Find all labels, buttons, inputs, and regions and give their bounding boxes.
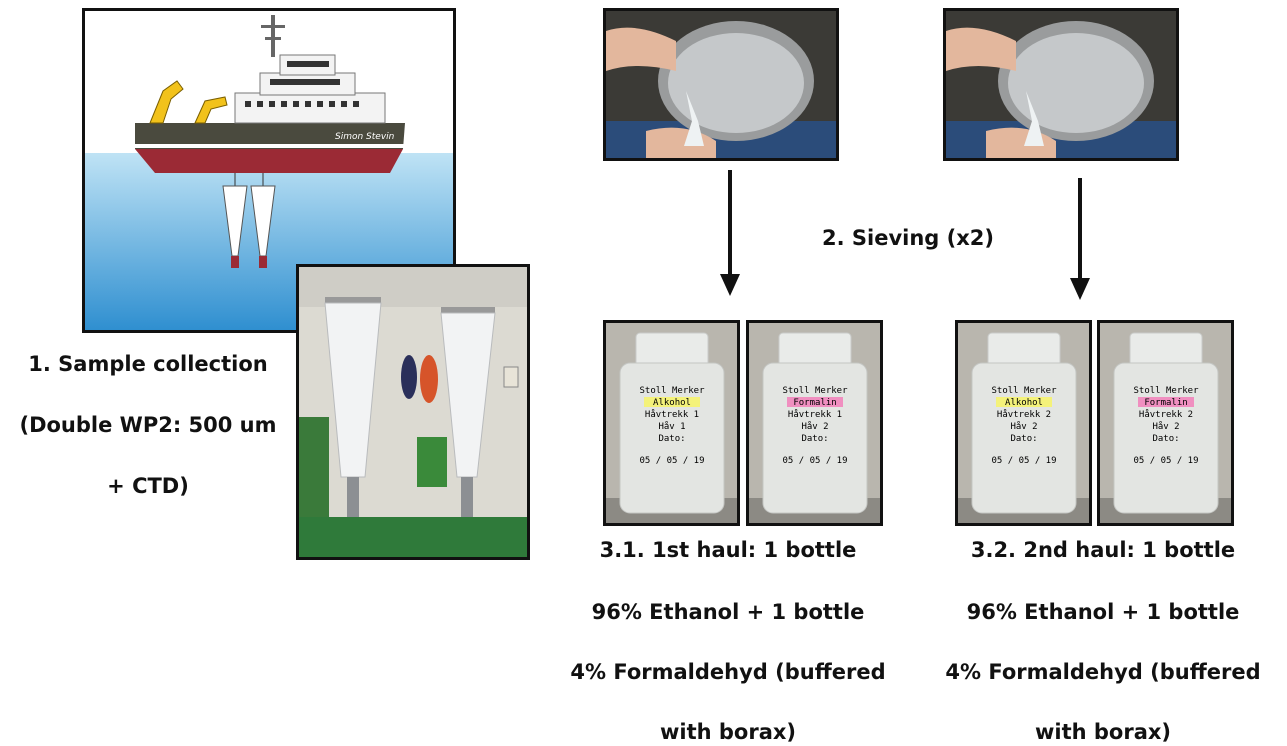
bottle-4-line-1: Stoll Merker <box>1133 386 1199 396</box>
step3-1-line-4: with borax) <box>659 720 797 744</box>
bottle-svg-2: Stoll Merker Formalin Håvtrekk 1 Håv 2 D… <box>749 323 880 523</box>
nets-svg <box>299 267 527 557</box>
sieve-svg-left <box>606 11 836 158</box>
ship-hull <box>135 149 403 173</box>
bottle-1-line-3: Håvtrekk 1 <box>645 409 699 420</box>
bottle-1-line-1: Stoll Merker <box>639 386 705 396</box>
bottle-2-line-1: Stoll Merker <box>782 386 848 396</box>
bottle-4-line-5: Dato: <box>1152 434 1179 444</box>
bottle-1-line-5: Dato: <box>658 434 685 444</box>
green-floor <box>299 517 527 557</box>
step3-1-line-2: 96% Ethanol + 1 bottle <box>591 600 865 624</box>
bottle-4-line-3: Håvtrekk 2 <box>1139 409 1193 420</box>
step3-2-line-2: 96% Ethanol + 1 bottle <box>966 600 1240 624</box>
bottle-2-line-6: 05 / 05 / 19 <box>782 456 847 466</box>
bottle-1-line-4: Håv 1 <box>658 421 685 432</box>
bottle-3-line-4: Håv 2 <box>1010 421 1037 432</box>
step3-2-line-4: with borax) <box>1034 720 1172 744</box>
bottle-3-line-5: Dato: <box>1010 434 1037 444</box>
step3-1-line-1: 3.1. 1st haul: 1 bottle <box>599 538 857 562</box>
ship-svg: Simon Stevin <box>85 11 453 330</box>
bottle-1-line-6: 05 / 05 / 19 <box>639 456 704 466</box>
bottle-2-line-5: Dato: <box>801 434 828 444</box>
bottle-3-line-3: Håvtrekk 2 <box>997 409 1051 420</box>
sieve-photo-right <box>943 8 1179 161</box>
step3-1-line-3: 4% Formaldehyd (buffered <box>570 660 886 684</box>
bottle-2-line-2: Formalin <box>793 398 836 408</box>
bottle-4-line-6: 05 / 05 / 19 <box>1133 456 1198 466</box>
sieve-photo-left <box>603 8 839 161</box>
bottle-photo-1: Stoll Merker Alkohol Håvtrekk 1 Håv 1 Da… <box>603 320 740 526</box>
step1-line-2: (Double WP2: 500 um <box>19 413 277 437</box>
bottle-svg-1: Stoll Merker Alkohol Håvtrekk 1 Håv 1 Da… <box>606 323 737 523</box>
step3-2-line-1: 3.2. 2nd haul: 1 bottle <box>970 538 1236 562</box>
step1-line-3: + CTD) <box>107 474 189 498</box>
step1-line-1: 1. Sample collection <box>28 352 268 376</box>
bottle-2-line-3: Håvtrekk 1 <box>788 409 842 420</box>
arrow-down-left <box>720 170 740 296</box>
bottle-3-line-2: Alkohol <box>1005 398 1043 408</box>
step3-2-line-3: 4% Formaldehyd (buffered <box>945 660 1261 684</box>
step2-label: 2. Sieving (x2) <box>822 226 994 250</box>
sieve-svg-right <box>946 11 1176 158</box>
bottle-4-line-4: Håv 2 <box>1152 421 1179 432</box>
bottle-2-line-4: Håv 2 <box>801 421 828 432</box>
bottle-4-line-2: Formalin <box>1144 398 1187 408</box>
bottle-svg-3: Stoll Merker Alkohol Håvtrekk 2 Håv 2 Da… <box>958 323 1089 523</box>
bottle-photo-4: Stoll Merker Formalin Håvtrekk 2 Håv 2 D… <box>1097 320 1234 526</box>
bottle-3-line-1: Stoll Merker <box>991 386 1057 396</box>
bottle-1-line-2: Alkohol <box>653 398 691 408</box>
bottle-svg-4: Stoll Merker Formalin Håvtrekk 2 Håv 2 D… <box>1100 323 1231 523</box>
nets-photo <box>296 264 530 560</box>
bottle-photo-2: Stoll Merker Formalin Håvtrekk 1 Håv 2 D… <box>746 320 883 526</box>
bottle-photo-3: Stoll Merker Alkohol Håvtrekk 2 Håv 2 Da… <box>955 320 1092 526</box>
bottle-3-line-6: 05 / 05 / 19 <box>991 456 1056 466</box>
ship-illustration: Simon Stevin <box>82 8 456 333</box>
ship-name: Simon Stevin <box>335 132 395 142</box>
arrow-down-right <box>1070 178 1090 300</box>
